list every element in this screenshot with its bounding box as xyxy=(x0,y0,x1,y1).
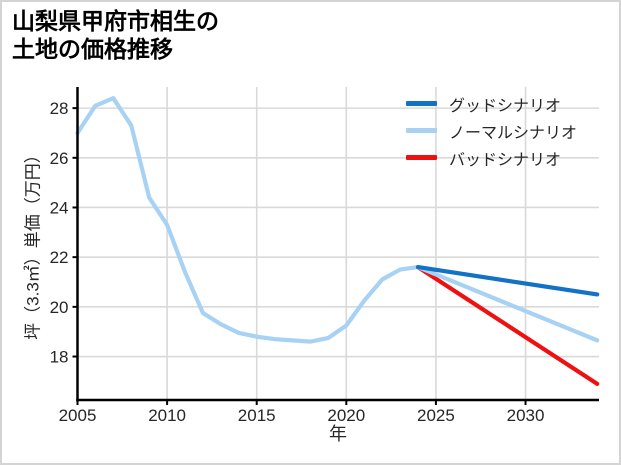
svg-text:20: 20 xyxy=(50,298,69,317)
bad-scenario-line-swatch xyxy=(406,155,437,160)
svg-text:28: 28 xyxy=(50,99,69,118)
svg-text:2025: 2025 xyxy=(417,406,455,425)
legend-item-bad: バッドシナリオ xyxy=(406,144,577,171)
svg-text:2015: 2015 xyxy=(238,406,276,425)
legend-item-good: グッドシナリオ xyxy=(406,90,577,117)
svg-text:24: 24 xyxy=(50,198,69,217)
svg-text:18: 18 xyxy=(50,348,69,367)
svg-text:2030: 2030 xyxy=(507,406,545,425)
chart-title-line1: 山梨県甲府市相生の xyxy=(12,8,219,34)
svg-text:2010: 2010 xyxy=(148,406,186,425)
good-scenario-line-swatch xyxy=(406,101,437,106)
svg-text:22: 22 xyxy=(50,248,69,267)
legend: グッドシナリオ ノーマルシナリオ バッドシナリオ xyxy=(406,90,577,171)
legend-item-normal: ノーマルシナリオ xyxy=(406,117,577,144)
chart-title-line2: 土地の価格推移 xyxy=(12,36,173,62)
normal-scenario-line-swatch xyxy=(406,128,437,133)
legend-label-bad: バッドシナリオ xyxy=(449,151,562,169)
x-axis-label: 年 xyxy=(329,424,347,444)
chart-title: 山梨県甲府市相生の 土地の価格推移 xyxy=(12,7,219,63)
svg-text:26: 26 xyxy=(50,149,69,168)
svg-text:2020: 2020 xyxy=(327,406,365,425)
legend-label-good: グッドシナリオ xyxy=(449,97,562,115)
svg-text:2005: 2005 xyxy=(59,406,97,425)
y-axis-label: 坪（3.3㎡）単価（万円） xyxy=(23,146,43,340)
legend-label-normal: ノーマルシナリオ xyxy=(449,124,578,142)
